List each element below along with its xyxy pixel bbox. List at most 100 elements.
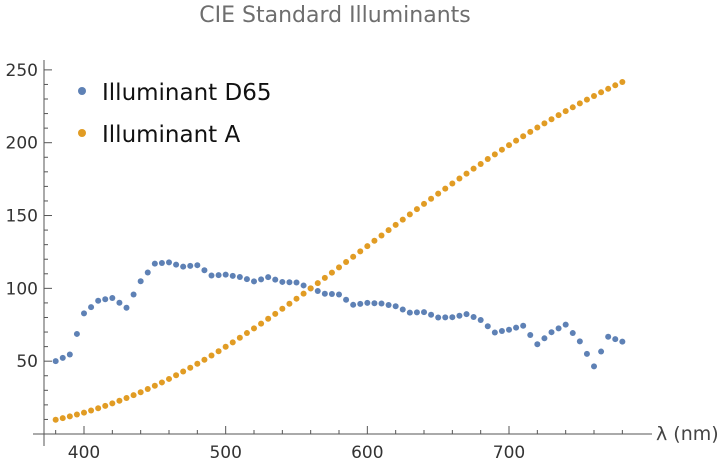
data-point [399, 216, 406, 223]
data-point [343, 258, 350, 265]
data-point [293, 279, 300, 286]
data-point [130, 291, 137, 298]
data-point [392, 221, 399, 228]
plot-area: 400 500 600 700 50 100 150 200 250 [6, 60, 652, 463]
data-point [605, 85, 612, 92]
data-point [484, 156, 491, 163]
x-axis-ticks: 400 500 600 700 [55, 426, 623, 463]
data-point [215, 272, 222, 279]
data-point [399, 306, 406, 313]
data-point [73, 411, 80, 418]
data-point [435, 314, 442, 321]
data-point [158, 379, 165, 386]
data-point [385, 301, 392, 308]
legend-label-a: Illuminant A [102, 122, 241, 148]
data-point [364, 243, 371, 250]
data-point [116, 397, 123, 404]
data-point [59, 354, 66, 361]
data-point [569, 104, 576, 111]
data-point [201, 267, 208, 274]
data-point [180, 263, 187, 270]
data-point [151, 260, 158, 267]
y-tick-label: 150 [6, 207, 38, 227]
data-point [229, 339, 236, 346]
legend-item-a: Illuminant A [78, 122, 241, 148]
data-point [321, 290, 328, 297]
data-point [88, 304, 95, 311]
x-tick-label: 600 [351, 443, 383, 463]
data-point [406, 211, 413, 218]
data-point [272, 276, 279, 283]
data-point [413, 309, 420, 316]
data-point [236, 273, 243, 280]
data-point [258, 320, 265, 327]
data-point [428, 195, 435, 202]
data-point [66, 351, 73, 358]
data-point [102, 296, 109, 303]
data-point [215, 348, 222, 355]
data-point [406, 309, 413, 316]
legend-item-d65: Illuminant D65 [78, 80, 272, 106]
data-point [591, 363, 598, 370]
data-point [513, 137, 520, 144]
data-point [314, 280, 321, 287]
data-point [81, 310, 87, 317]
data-point [562, 321, 569, 328]
data-point [435, 190, 442, 197]
data-point [527, 331, 534, 338]
data-point [109, 294, 116, 301]
data-point [371, 237, 378, 244]
data-point [498, 328, 505, 335]
data-point [527, 128, 534, 135]
data-point [619, 78, 626, 85]
data-point [456, 312, 463, 319]
data-point [336, 291, 343, 298]
data-point [343, 296, 350, 303]
data-point [371, 300, 378, 307]
data-point [201, 356, 208, 363]
data-point [364, 299, 371, 306]
data-point [187, 262, 194, 269]
data-point [279, 278, 286, 285]
data-point [116, 299, 123, 306]
data-point [449, 180, 456, 187]
data-point [442, 314, 449, 321]
data-point [151, 382, 158, 389]
data-point [130, 392, 137, 399]
data-point [392, 303, 399, 310]
data-point [350, 253, 357, 260]
y-tick-label: 250 [6, 61, 38, 81]
data-point [173, 372, 180, 379]
chart-title: CIE Standard Illuminants [199, 3, 470, 28]
data-point [95, 405, 102, 412]
data-point [251, 325, 257, 332]
data-point [279, 305, 286, 312]
y-tick-label: 50 [16, 352, 38, 372]
data-point [456, 175, 463, 182]
data-point [243, 276, 250, 283]
data-point [413, 206, 420, 213]
data-point [591, 92, 598, 99]
data-point [102, 402, 109, 409]
data-point [144, 269, 151, 276]
data-point [251, 278, 257, 285]
data-point [598, 89, 605, 96]
data-point [470, 165, 477, 172]
data-point [286, 300, 293, 307]
data-point [59, 415, 66, 422]
data-point [449, 314, 456, 321]
data-point [491, 151, 498, 158]
data-point [265, 274, 272, 281]
data-point [619, 338, 626, 345]
y-tick-label: 100 [6, 279, 38, 299]
data-point [520, 133, 527, 140]
data-point [477, 160, 484, 167]
data-point [300, 290, 307, 297]
data-point [421, 309, 428, 316]
data-point [463, 311, 470, 318]
data-point [95, 297, 102, 304]
data-point [222, 271, 229, 278]
data-point [520, 322, 527, 329]
series-d65 [52, 259, 626, 370]
